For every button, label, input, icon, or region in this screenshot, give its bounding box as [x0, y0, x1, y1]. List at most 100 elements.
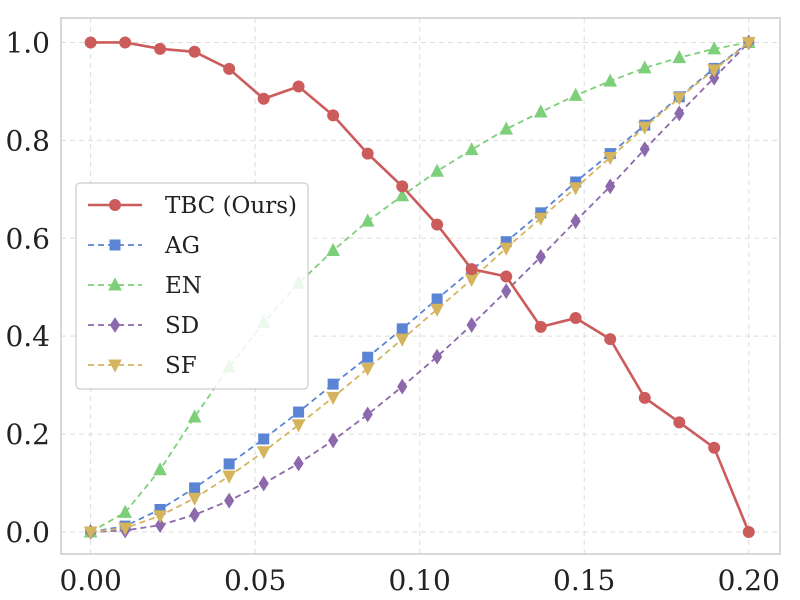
- legend-marker-sf: [108, 359, 122, 373]
- data-point-sd: [466, 316, 477, 333]
- data-point-sd: [709, 69, 720, 86]
- y-tick-label: 0.2: [5, 418, 50, 451]
- data-point-tbc-ours: [361, 147, 374, 160]
- legend-box: [75, 182, 309, 390]
- data-point-en: [430, 163, 444, 177]
- data-point-en: [464, 142, 479, 156]
- data-point-en: [568, 87, 583, 101]
- data-point-sf: [326, 391, 340, 405]
- data-point-sd: [674, 105, 685, 122]
- data-point-ag: [362, 351, 374, 363]
- data-point-tbc-ours: [154, 42, 167, 55]
- data-point-tbc-ours: [431, 218, 444, 231]
- data-point-en: [603, 73, 618, 87]
- data-point-tbc-ours: [257, 92, 270, 105]
- series-layer: [83, 34, 756, 540]
- data-point-en: [187, 409, 202, 423]
- data-point-sf: [499, 242, 514, 256]
- data-point-tbc-ours: [638, 391, 651, 404]
- data-point-sf: [672, 92, 687, 106]
- data-point-sd: [639, 141, 650, 158]
- data-point-sf: [153, 510, 167, 524]
- data-point-sd: [258, 475, 269, 492]
- data-point-sf: [603, 152, 618, 166]
- data-point-ag: [189, 482, 201, 494]
- data-point-sf: [430, 303, 444, 317]
- data-point-sd: [605, 178, 616, 195]
- y-tick-label: 0.6: [5, 222, 50, 255]
- data-point-sf: [118, 522, 132, 536]
- legend-marker-sd: [109, 317, 121, 333]
- data-point-sd: [432, 348, 443, 365]
- data-point-sf: [222, 470, 236, 484]
- data-point-sf: [637, 121, 652, 135]
- data-point-tbc-ours: [534, 320, 547, 333]
- data-point-tbc-ours: [396, 180, 409, 193]
- series-sd: [85, 34, 754, 540]
- legend-label-ag: AG: [164, 233, 200, 259]
- data-point-sf: [291, 419, 306, 433]
- data-point-sd: [570, 213, 581, 230]
- data-point-en: [153, 462, 167, 476]
- data-point-en: [326, 242, 340, 257]
- data-point-ag: [223, 458, 235, 470]
- data-point-tbc-ours: [708, 441, 721, 454]
- series-line-en: [90, 41, 749, 533]
- legend-label-sf: SF: [165, 353, 197, 379]
- data-point-tbc-ours: [84, 36, 97, 49]
- data-point-sf: [83, 526, 98, 540]
- y-tick-label: 0.0: [5, 516, 50, 549]
- x-axis: 0.00 0.05 0.10 0.15 0.20: [59, 564, 779, 597]
- data-point-sd: [535, 248, 546, 265]
- data-point-tbc-ours: [465, 263, 478, 276]
- data-point-ag: [327, 378, 339, 390]
- data-point-en: [707, 41, 722, 55]
- legend-marker-ag: [109, 239, 121, 251]
- legend-label-sd: SD: [165, 313, 199, 339]
- data-point-tbc-ours: [223, 62, 236, 75]
- data-point-ag: [258, 433, 270, 445]
- data-point-sd: [154, 517, 166, 534]
- data-point-tbc-ours: [742, 525, 755, 538]
- data-point-sd: [362, 406, 373, 423]
- data-point-tbc-ours: [500, 270, 513, 283]
- data-point-tbc-ours: [673, 416, 686, 429]
- series-line-tbc-ours: [90, 41, 750, 533]
- x-tick-label: 0.15: [553, 564, 615, 597]
- data-point-sd: [397, 378, 408, 395]
- x-tick-label: 0.00: [59, 564, 121, 597]
- data-point-sd: [189, 506, 200, 523]
- series-line-sd: [90, 41, 750, 533]
- data-point-sf: [395, 333, 410, 347]
- data-point-ag: [293, 406, 305, 418]
- data-point-sd: [224, 492, 235, 509]
- series-sf: [83, 36, 756, 540]
- legend-marker-en: [108, 277, 122, 291]
- data-point-sf: [256, 446, 271, 460]
- data-point-sf: [360, 362, 375, 377]
- legend-label-tbc-ours: TBC (Ours): [165, 193, 297, 219]
- data-point-en: [118, 504, 132, 518]
- data-point-en: [499, 121, 514, 135]
- data-point-sd: [501, 283, 512, 300]
- data-point-en: [533, 104, 548, 118]
- legend-label-en: EN: [165, 273, 202, 299]
- series-line-ag: [90, 41, 750, 533]
- series-tbc-ours: [84, 36, 755, 538]
- data-point-en: [637, 60, 652, 74]
- data-point-tbc-ours: [292, 80, 305, 93]
- data-point-ag: [396, 323, 408, 335]
- data-point-tbc-ours: [119, 36, 132, 49]
- data-point-tbc-ours: [327, 109, 340, 122]
- y-tick-label: 0.8: [5, 124, 50, 157]
- data-point-sf: [568, 182, 583, 196]
- plot-frame: [60, 17, 781, 555]
- x-tick-label: 0.05: [224, 564, 286, 597]
- x-tick-label: 0.20: [718, 564, 780, 597]
- data-point-sf: [187, 492, 202, 506]
- data-point-ag: [431, 293, 443, 305]
- y-axis: 0.0 0.2 0.4 0.6 0.8 1.0: [5, 26, 50, 548]
- data-point-tbc-ours: [569, 312, 582, 325]
- data-point-en: [360, 213, 375, 227]
- data-point-en: [395, 188, 410, 202]
